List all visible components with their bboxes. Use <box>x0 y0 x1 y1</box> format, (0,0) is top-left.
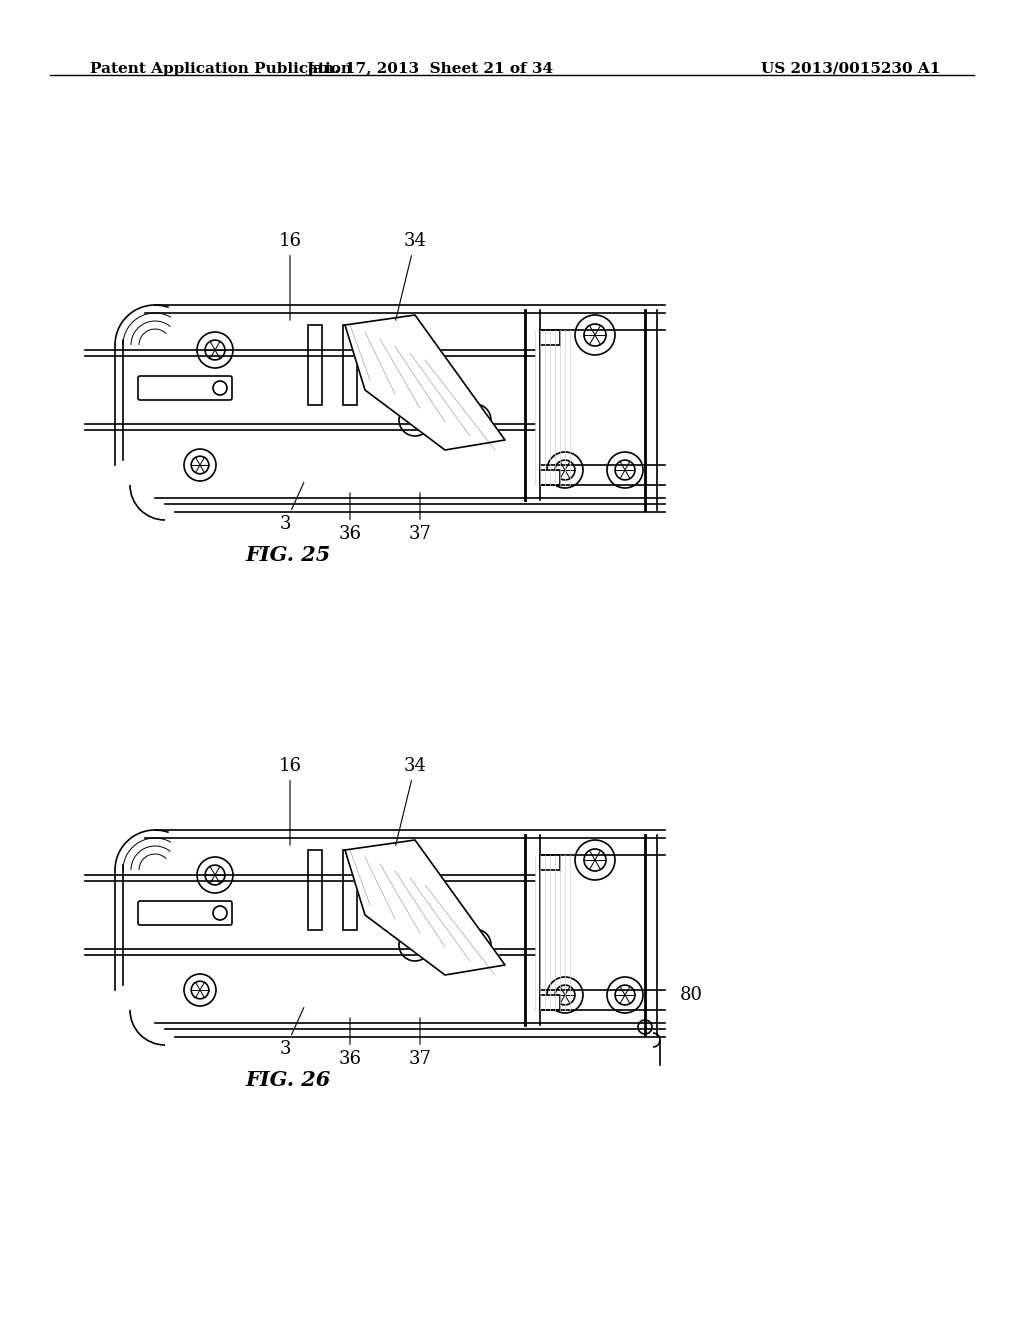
Text: 16: 16 <box>279 232 301 321</box>
Bar <box>308 325 322 405</box>
Text: 3: 3 <box>280 1007 304 1059</box>
Circle shape <box>213 906 227 920</box>
Text: 34: 34 <box>395 756 426 845</box>
Text: FIG. 25: FIG. 25 <box>245 545 331 565</box>
Text: 16: 16 <box>279 756 301 845</box>
Text: Jan. 17, 2013  Sheet 21 of 34: Jan. 17, 2013 Sheet 21 of 34 <box>306 62 554 77</box>
Text: 34: 34 <box>395 232 426 321</box>
Text: FIG. 26: FIG. 26 <box>245 1071 331 1090</box>
Bar <box>540 855 560 870</box>
Bar <box>343 850 357 931</box>
FancyBboxPatch shape <box>138 902 232 925</box>
Polygon shape <box>345 315 505 450</box>
Text: 37: 37 <box>409 492 431 543</box>
Bar <box>343 325 357 405</box>
Bar <box>308 850 322 931</box>
Bar <box>540 995 560 1010</box>
Bar <box>540 330 560 345</box>
Polygon shape <box>345 840 505 975</box>
Text: 37: 37 <box>409 1018 431 1068</box>
Text: US 2013/0015230 A1: US 2013/0015230 A1 <box>761 62 940 77</box>
Text: 36: 36 <box>339 1018 361 1068</box>
Circle shape <box>213 381 227 395</box>
Text: 36: 36 <box>339 492 361 543</box>
FancyBboxPatch shape <box>138 376 232 400</box>
Text: 3: 3 <box>280 483 304 533</box>
Text: 80: 80 <box>680 986 703 1005</box>
Bar <box>540 470 560 484</box>
Text: Patent Application Publication: Patent Application Publication <box>90 62 352 77</box>
